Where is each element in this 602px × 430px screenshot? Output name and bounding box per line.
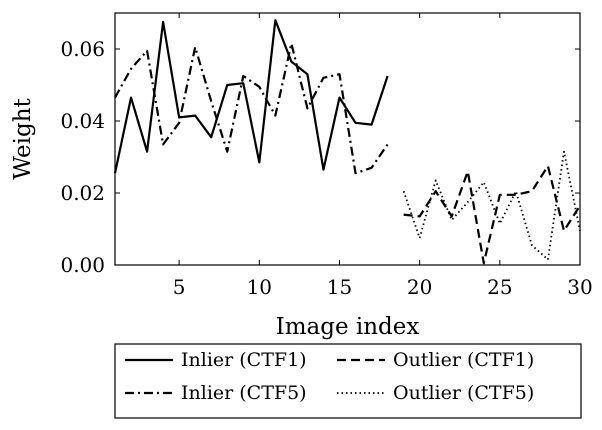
series-line-1: [113, 19, 389, 174]
x-tick-label: 30: [567, 275, 592, 299]
legend-label: Outlier (CTF5): [393, 382, 534, 404]
series-line-2: [403, 164, 581, 265]
x-tick-label: 5: [173, 275, 186, 299]
legend-label: Outlier (CTF1): [393, 349, 534, 371]
y-tick-label: 0.04: [60, 109, 105, 133]
legend: Inlier (CTF1) Outlier (CTF1) Inlier (CTF5)…: [114, 343, 582, 419]
x-tick-label: 25: [487, 275, 512, 299]
series-line-3: [114, 42, 389, 175]
x-axis-label: Image index: [276, 314, 420, 340]
x-tick-label: 10: [247, 275, 272, 299]
legend-label: Inlier (CTF1): [181, 349, 307, 371]
x-tick-label: 15: [327, 275, 352, 299]
y-tick-label: 0.00: [60, 253, 105, 277]
legend-label: Inlier (CTF5): [181, 382, 307, 404]
legend-box: [114, 343, 582, 419]
y-tick-label: 0.02: [60, 181, 105, 205]
series-group: [113, 19, 581, 265]
series-line-4: [402, 150, 581, 261]
x-tick-label: 20: [407, 275, 432, 299]
y-axis-label: Weight: [10, 97, 36, 179]
plot-frame: [114, 12, 581, 266]
y-tick-label: 0.06: [60, 37, 105, 61]
